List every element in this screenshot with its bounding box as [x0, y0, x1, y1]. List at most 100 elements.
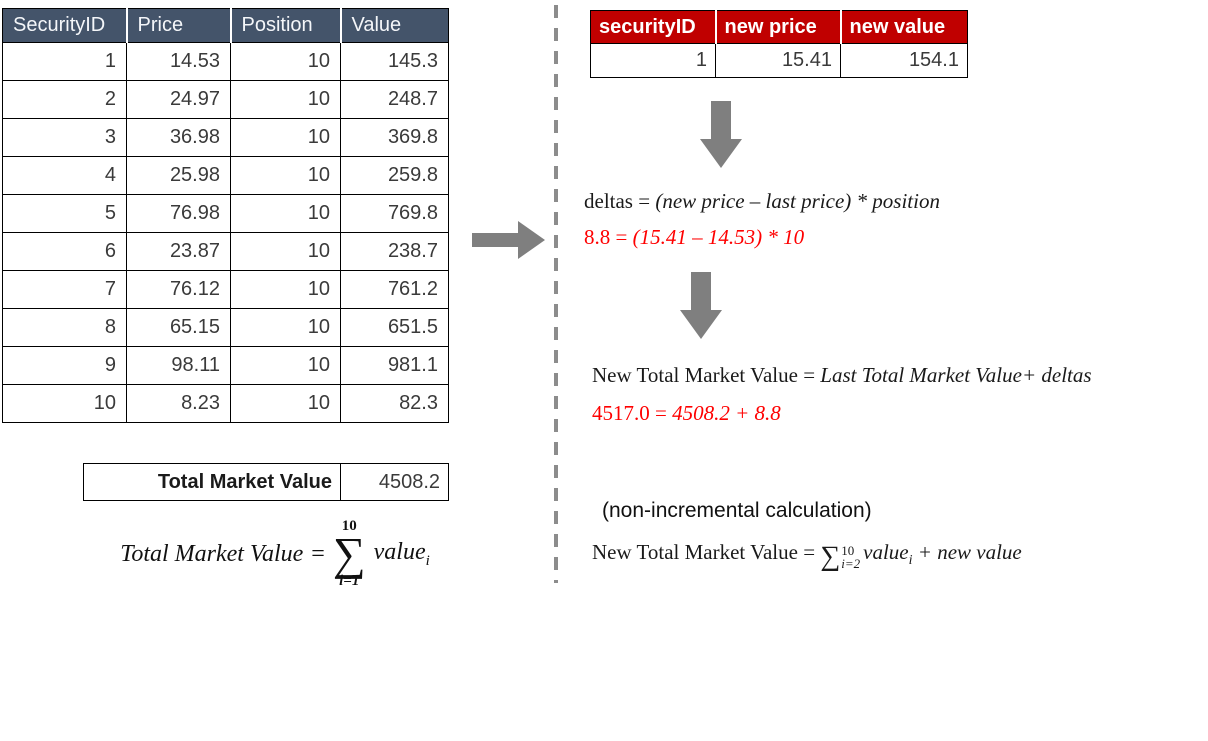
table-row: 2 24.97 10 248.7 [2, 80, 449, 119]
table-row: 9 98.11 10 981.1 [2, 346, 449, 385]
formula-term: valuei [374, 539, 430, 570]
cell-position: 10 [230, 194, 341, 233]
cell-price: 76.98 [126, 194, 231, 233]
summation-upper-limit: 10 [341, 518, 357, 535]
cell-securityid: 4 [2, 156, 127, 195]
formula-lhs: Total Market Value [120, 540, 304, 567]
table-row: 4 25.98 10 259.8 [2, 156, 449, 195]
inline-summation-symbol: ∑ 10 i=2 [820, 543, 863, 571]
deltas-formula-expression: (new price – last price) * position [655, 189, 940, 213]
new-total-formula-expression: Last Total Market Value+ deltas [820, 363, 1092, 387]
new-total-formula: New Total Market Value = Last Total Mark… [592, 363, 1092, 388]
new-price-header-row: securityID new price new value [590, 10, 968, 44]
down-arrow-icon [680, 272, 722, 339]
cell-price: 8.23 [126, 384, 231, 423]
new-price-header-newvalue: new value [840, 10, 968, 44]
cell-value: 761.2 [340, 270, 449, 309]
cell-price: 36.98 [126, 118, 231, 157]
new-total-example: 4517.0 = 4508.2 + 8.8 [592, 401, 781, 426]
cell-securityid: 10 [2, 384, 127, 423]
cell-value: 769.8 [340, 194, 449, 233]
cell-price: 14.53 [126, 42, 231, 81]
summation-lower-limit: i=2 [841, 556, 861, 571]
new-total-example-expression: 4508.2 + 8.8 [672, 401, 781, 425]
holdings-header-row: SecurityID Price Position Value [2, 8, 449, 43]
cell-value: 259.8 [340, 156, 449, 195]
holdings-header-value: Value [340, 8, 449, 43]
summation-symbol: 10 ∑ i=1 [333, 519, 366, 588]
cell-value: 82.3 [340, 384, 449, 423]
new-price-header-newprice: new price [715, 10, 842, 44]
deltas-formula: deltas = (new price – last price) * posi… [584, 189, 940, 214]
cell-position: 10 [230, 308, 341, 347]
dashed-divider [554, 5, 558, 583]
table-row: 3 36.98 10 369.8 [2, 118, 449, 157]
deltas-example-lead: 8.8 = [584, 225, 633, 249]
cell-position: 10 [230, 232, 341, 271]
cell-position: 10 [230, 384, 341, 423]
cell-new-value: 154.1 [840, 43, 968, 78]
table-row: 1 15.41 154.1 [590, 43, 968, 78]
non-incremental-term: valuei [863, 540, 912, 568]
holdings-header-price: Price [126, 8, 232, 43]
cell-securityid: 7 [2, 270, 127, 309]
cell-position: 10 [230, 156, 341, 195]
right-arrow-icon [472, 221, 545, 259]
non-incremental-term-text: value [863, 540, 909, 564]
cell-position: 10 [230, 270, 341, 309]
total-market-value-row: Total Market Value 4508.2 [83, 463, 449, 501]
table-row: 10 8.23 10 82.3 [2, 384, 449, 423]
sigma-icon: ∑ [820, 541, 841, 572]
cell-value: 651.5 [340, 308, 449, 347]
cell-securityid: 1 [2, 42, 127, 81]
cell-price: 98.11 [126, 346, 231, 385]
non-incremental-formula-lead: New Total Market Value = [592, 540, 821, 564]
cell-securityid: 8 [2, 308, 127, 347]
non-incremental-caption: (non-incremental calculation) [602, 499, 872, 522]
formula-term-text: value [373, 538, 426, 565]
cell-value: 238.7 [340, 232, 449, 271]
table-row: 1 14.53 10 145.3 [2, 42, 449, 81]
cell-value: 981.1 [340, 346, 449, 385]
cell-price: 25.98 [126, 156, 231, 195]
formula-equals: = [311, 540, 325, 567]
cell-position: 10 [230, 42, 341, 81]
cell-value: 369.8 [340, 118, 449, 157]
total-market-value-label: Total Market Value [83, 463, 341, 501]
summation-lower-limit: i=1 [339, 572, 360, 589]
cell-price: 23.87 [126, 232, 231, 271]
cell-value: 145.3 [340, 42, 449, 81]
non-incremental-term-subscript: i [908, 553, 913, 569]
cell-position: 10 [230, 80, 341, 119]
cell-securityid: 9 [2, 346, 127, 385]
cell-securityid: 1 [590, 43, 716, 78]
deltas-example-expression: (15.41 – 14.53) * 10 [632, 225, 805, 249]
cell-price: 76.12 [126, 270, 231, 309]
cell-securityid: 2 [2, 80, 127, 119]
new-price-header-securityid: securityID [590, 10, 717, 44]
total-market-value-table: Total Market Value 4508.2 [83, 463, 449, 501]
cell-securityid: 5 [2, 194, 127, 233]
new-total-formula-lead: New Total Market Value = [592, 363, 821, 387]
cell-price: 24.97 [126, 80, 231, 119]
holdings-header-securityid: SecurityID [2, 8, 128, 43]
cell-price: 65.15 [126, 308, 231, 347]
table-row: 8 65.15 10 651.5 [2, 308, 449, 347]
holdings-table: SecurityID Price Position Value 1 14.53 … [2, 8, 449, 423]
cell-position: 10 [230, 346, 341, 385]
summation-upper-limit: 10 [841, 543, 855, 558]
total-market-value-formula: Total Market Value = 10 ∑ i=1 valuei [92, 508, 458, 600]
cell-securityid: 3 [2, 118, 127, 157]
table-row: 6 23.87 10 238.7 [2, 232, 449, 271]
cell-securityid: 6 [2, 232, 127, 271]
cell-new-price: 15.41 [715, 43, 841, 78]
cell-position: 10 [230, 118, 341, 157]
formula-term-subscript: i [425, 552, 430, 569]
non-incremental-tail: + new value [912, 540, 1022, 564]
total-market-value-amount: 4508.2 [340, 463, 449, 501]
non-incremental-formula: New Total Market Value = ∑ 10 i=2 valuei + … [592, 540, 1022, 571]
sigma-icon: ∑ [332, 528, 366, 580]
table-row: 5 76.98 10 769.8 [2, 194, 449, 233]
new-total-example-lead: 4517.0 = [592, 401, 673, 425]
